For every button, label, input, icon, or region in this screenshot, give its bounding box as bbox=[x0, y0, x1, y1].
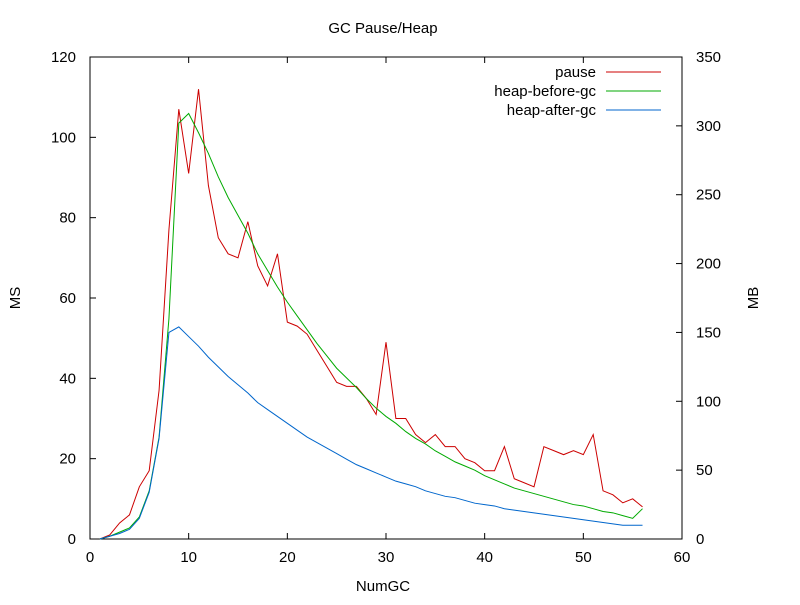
legend: pause heap-before-gc heap-after-gc bbox=[494, 64, 661, 119]
x-tick-label: 10 bbox=[180, 549, 197, 566]
y2-tick-label: 0 bbox=[696, 531, 704, 548]
series-line-heap-after-gc bbox=[99, 326, 643, 540]
y2-tick-label: 50 bbox=[696, 462, 713, 479]
y-tick-label: 80 bbox=[59, 210, 76, 227]
legend-label-pause: pause bbox=[555, 64, 596, 81]
y-tick-label: 20 bbox=[59, 451, 76, 468]
x-tick-label: 40 bbox=[476, 549, 493, 566]
axes-layer: 0 10 20 30 40 50 60 0 20 40 60 80 100 120 0 50 100 150 200… bbox=[51, 49, 721, 566]
x-tick-label: 30 bbox=[378, 549, 395, 566]
y-axis-label: MS bbox=[7, 287, 24, 310]
y-tick-label: 40 bbox=[59, 370, 76, 387]
series-line-pause bbox=[99, 89, 643, 540]
y2-axis-label: MB bbox=[745, 287, 762, 310]
x-tick-label: 0 bbox=[86, 549, 94, 566]
y2-tick-label: 200 bbox=[696, 256, 721, 273]
chart-title: GC Pause/Heap bbox=[328, 20, 437, 37]
y2-tick-label: 100 bbox=[696, 393, 721, 410]
x-tick-label: 20 bbox=[279, 549, 296, 566]
series-layer bbox=[99, 89, 643, 540]
y-tick-label: 120 bbox=[51, 49, 76, 66]
legend-label-heap-after-gc: heap-after-gc bbox=[507, 102, 597, 119]
y-tick-label: 0 bbox=[68, 531, 76, 548]
y2-tick-label: 250 bbox=[696, 187, 721, 204]
y2-tick-label: 300 bbox=[696, 118, 721, 135]
x-tick-label: 50 bbox=[575, 549, 592, 566]
y2-tick-label: 150 bbox=[696, 324, 721, 341]
legend-label-heap-before-gc: heap-before-gc bbox=[494, 83, 596, 100]
series-line-heap-before-gc bbox=[99, 112, 643, 540]
y-tick-label: 100 bbox=[51, 129, 76, 146]
x-axis-label: NumGC bbox=[356, 578, 410, 595]
y2-tick-label: 350 bbox=[696, 49, 721, 66]
x-tick-label: 60 bbox=[674, 549, 691, 566]
y-tick-label: 60 bbox=[59, 290, 76, 307]
